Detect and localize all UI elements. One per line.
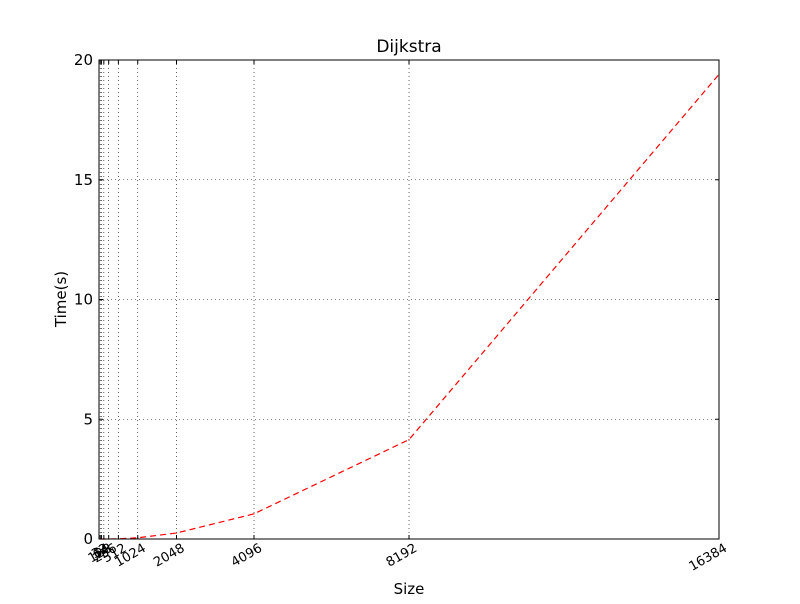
- data-point: [408, 439, 410, 441]
- data-point: [253, 513, 255, 515]
- chart-title: Dijkstra: [376, 37, 441, 57]
- y-axis-label: Time(s): [52, 271, 70, 328]
- y-tick-label: 15: [74, 171, 93, 189]
- y-tick-label: 20: [74, 51, 93, 69]
- x-tick-label: 64: [91, 541, 113, 562]
- x-axis-label: Size: [394, 580, 425, 598]
- y-tick-label: 0: [83, 530, 93, 548]
- x-tick-label: 32: [89, 541, 111, 562]
- y-tick-label: 5: [83, 410, 93, 428]
- data-point: [175, 532, 178, 534]
- y-tick-label: 10: [74, 291, 93, 309]
